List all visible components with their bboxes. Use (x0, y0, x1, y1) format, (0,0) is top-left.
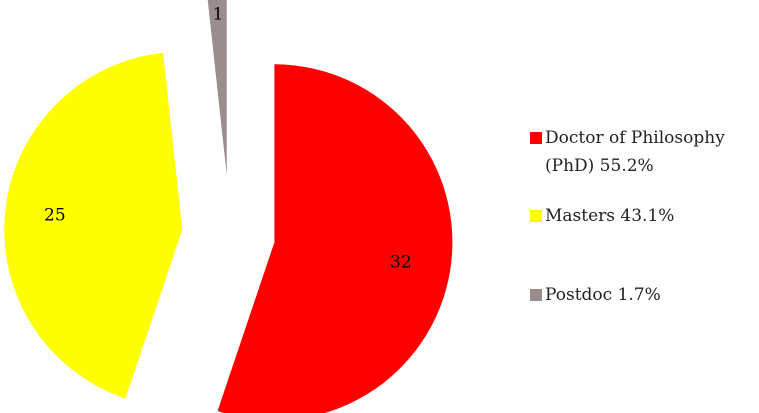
data-label-masters: 25 (44, 205, 66, 225)
pie-data-labels: 32 25 1 (44, 5, 412, 273)
data-label-phd: 32 (390, 253, 412, 273)
pie-slices (4, 0, 453, 413)
legend-item-phd: Doctor of Philosophy (PhD) 55.2% (530, 124, 759, 180)
data-label-postdoc: 1 (213, 5, 224, 25)
legend-swatch-phd (530, 132, 542, 144)
legend-swatch-postdoc (530, 289, 542, 301)
legend-item-masters: Masters 43.1% (530, 202, 759, 230)
legend-swatch-masters (530, 210, 542, 222)
legend-label-masters: Masters 43.1% (545, 206, 675, 226)
pie-chart: 32 25 1 (4, 0, 453, 413)
pie-slice-phd (217, 64, 453, 413)
legend-item-postdoc: Postdoc 1.7% (530, 281, 759, 309)
legend-label-phd: Doctor of Philosophy (PhD) 55.2% (545, 128, 725, 176)
pie-slice-postdoc (207, 0, 227, 176)
pie-slice-masters (4, 52, 183, 399)
legend-label-postdoc: Postdoc 1.7% (545, 285, 661, 305)
